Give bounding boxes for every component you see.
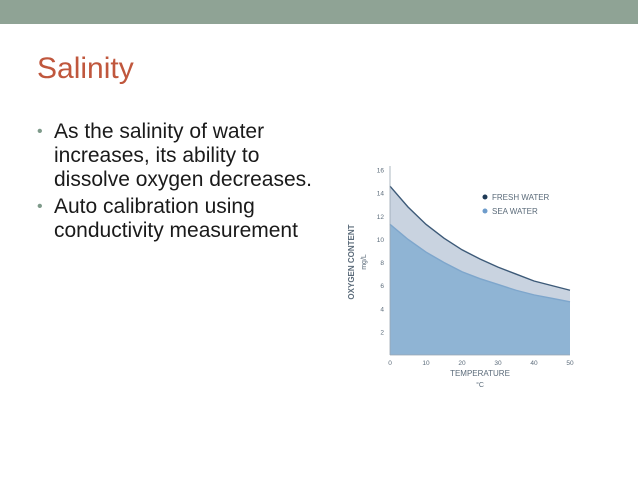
- y-axis-label: OXYGEN CONTENT: [347, 224, 356, 299]
- legend-sea-water-label: SEA WATER: [492, 207, 538, 216]
- legend-sea-water-marker: [482, 208, 488, 214]
- x-tick-label: 20: [458, 360, 466, 367]
- y-tick-label: 4: [380, 306, 384, 313]
- x-tick-label: 10: [422, 360, 430, 367]
- oxygen-chart: 0 10 20 30 40 50 2 4 6 8 10 12 14 16 OXYGEN CONTENT m…: [340, 160, 590, 390]
- bullet-icon: •: [37, 198, 43, 215]
- y-tick-label: 14: [377, 191, 385, 198]
- bullet-text: Auto calibration using conductivity meas…: [54, 195, 298, 242]
- x-axis-label: TEMPERATURE: [450, 369, 510, 378]
- legend-fresh-water-label: FRESH WATER: [492, 193, 550, 202]
- x-tick-label: 40: [530, 360, 538, 367]
- y-tick-label: 16: [377, 168, 385, 175]
- x-tick-label: 50: [566, 360, 574, 367]
- chart-canvas: 0 10 20 30 40 50 2 4 6 8 10 12 14 16 OXYGEN CONTENT m…: [347, 166, 574, 389]
- x-tick-label: 0: [388, 360, 392, 367]
- sea-water-line: [389, 223, 571, 303]
- bullet-icon: •: [37, 123, 43, 140]
- x-tick-label: 30: [494, 360, 502, 367]
- bullet-list: • As the salinity of water increases, it…: [37, 120, 327, 246]
- y-tick-label: 6: [380, 283, 384, 290]
- fresh-water-line: [389, 185, 571, 291]
- bullet-item: • Auto calibration using conductivity me…: [37, 195, 327, 243]
- slide-title: Salinity: [37, 52, 134, 85]
- y-axis-unit: mg/L: [361, 254, 368, 270]
- x-axis-unit: °C: [476, 381, 484, 389]
- legend-fresh-water-marker: [482, 194, 488, 200]
- chart-legend: FRESH WATER SEA WATER: [482, 193, 550, 216]
- y-tick-label: 2: [380, 329, 384, 336]
- bullet-item: • As the salinity of water increases, it…: [37, 120, 327, 192]
- y-tick-label: 12: [377, 214, 385, 221]
- top-band: [0, 0, 638, 24]
- bullet-text: As the salinity of water increases, its …: [54, 120, 312, 191]
- sea-water-area: [390, 224, 570, 355]
- y-tick-label: 10: [377, 237, 385, 244]
- y-tick-label: 8: [380, 260, 384, 267]
